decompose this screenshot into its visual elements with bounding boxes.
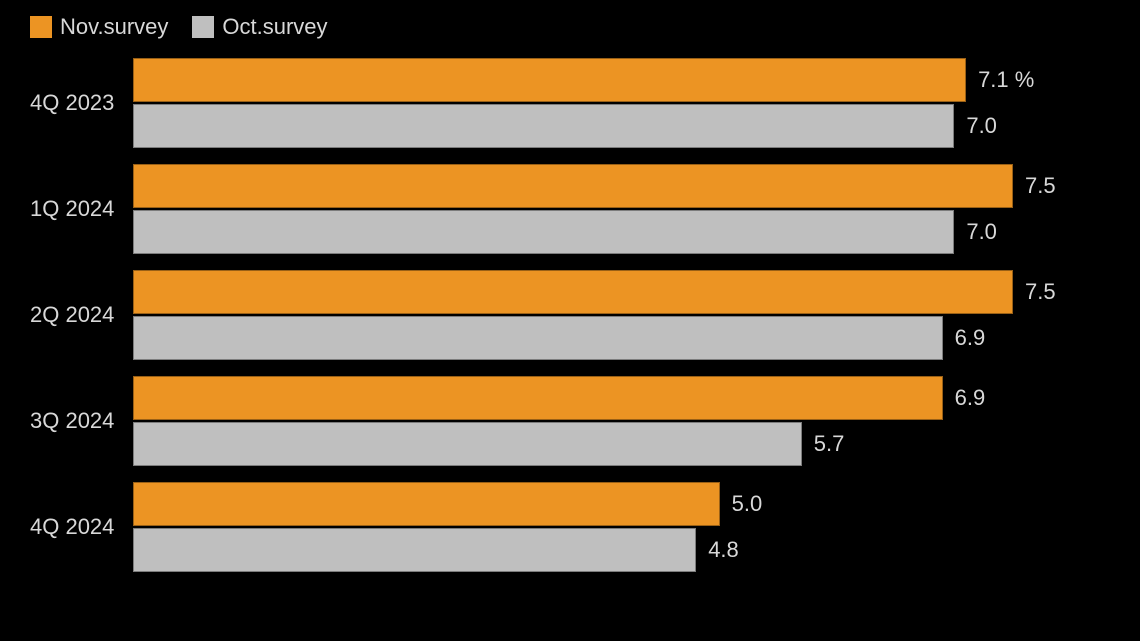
value-label-oct: 6.9 (955, 325, 986, 351)
bar-oct (133, 210, 954, 254)
bar-row-oct: 5.7 (133, 422, 1110, 466)
bar-oct (133, 316, 943, 360)
legend-swatch-oct (192, 16, 214, 38)
bar-oct (133, 422, 802, 466)
chart-container: Nov.survey Oct.survey 4Q 20237.1 %7.01Q … (0, 0, 1140, 641)
legend-swatch-nov (30, 16, 52, 38)
bar-nov (133, 376, 943, 420)
bar-group: 1Q 2024 7.5 7.0 (30, 164, 1110, 254)
bar-group: 3Q 2024 6.9 5.7 (30, 376, 1110, 466)
bar-nov (133, 270, 1013, 314)
bars-wrapper: 7.5 7.0 (133, 164, 1110, 254)
bar-row-nov: 7.1 % (133, 58, 1110, 102)
bars-wrapper: 6.9 5.7 (133, 376, 1110, 466)
legend-item-oct: Oct.survey (192, 14, 327, 40)
bar-group: 2Q 2024 7.5 6.9 (30, 270, 1110, 360)
bars-wrapper: 5.0 4.8 (133, 482, 1110, 572)
bar-row-oct: 4.8 (133, 528, 1110, 572)
value-label-nov: 7.5 (1025, 173, 1056, 199)
bar-nov (133, 164, 1013, 208)
value-label-oct: 7.0 (966, 219, 997, 245)
value-label-oct: 4.8 (708, 537, 739, 563)
legend-label-nov: Nov.survey (60, 14, 168, 40)
value-label-nov: 5.0 (732, 491, 763, 517)
plot-area: 4Q 2023 7.1 % 7.0 1Q 2024 7.5 7.0 2Q 2024 7.5 6.… (30, 58, 1110, 628)
bar-row-oct: 7.0 (133, 104, 1110, 148)
bar-row-nov: 6.9 (133, 376, 1110, 420)
category-label: 1Q 2024 (30, 196, 133, 222)
value-label-oct: 5.7 (814, 431, 845, 457)
category-label: 4Q 2023 (30, 90, 133, 116)
bar-oct (133, 104, 954, 148)
bar-group: 4Q 2023 7.1 % 7.0 (30, 58, 1110, 148)
value-label-oct: 7.0 (966, 113, 997, 139)
bar-row-nov: 7.5 (133, 270, 1110, 314)
legend-item-nov: Nov.survey (30, 14, 168, 40)
bars-wrapper: 7.1 % 7.0 (133, 58, 1110, 148)
bar-oct (133, 528, 696, 572)
category-label: 4Q 2024 (30, 514, 133, 540)
bar-row-oct: 7.0 (133, 210, 1110, 254)
bar-nov (133, 58, 966, 102)
category-label: 2Q 2024 (30, 302, 133, 328)
value-label-nov: 6.9 (955, 385, 986, 411)
value-label-nov: 7.5 (1025, 279, 1056, 305)
bar-nov (133, 482, 720, 526)
bar-row-nov: 5.0 (133, 482, 1110, 526)
legend-label-oct: Oct.survey (222, 14, 327, 40)
bar-row-oct: 6.9 (133, 316, 1110, 360)
bars-wrapper: 7.5 6.9 (133, 270, 1110, 360)
bar-group: 4Q 2024 5.0 4.8 (30, 482, 1110, 572)
bar-row-nov: 7.5 (133, 164, 1110, 208)
chart-legend: Nov.survey Oct.survey (30, 14, 344, 40)
value-label-nov: 7.1 % (978, 67, 1034, 93)
category-label: 3Q 2024 (30, 408, 133, 434)
